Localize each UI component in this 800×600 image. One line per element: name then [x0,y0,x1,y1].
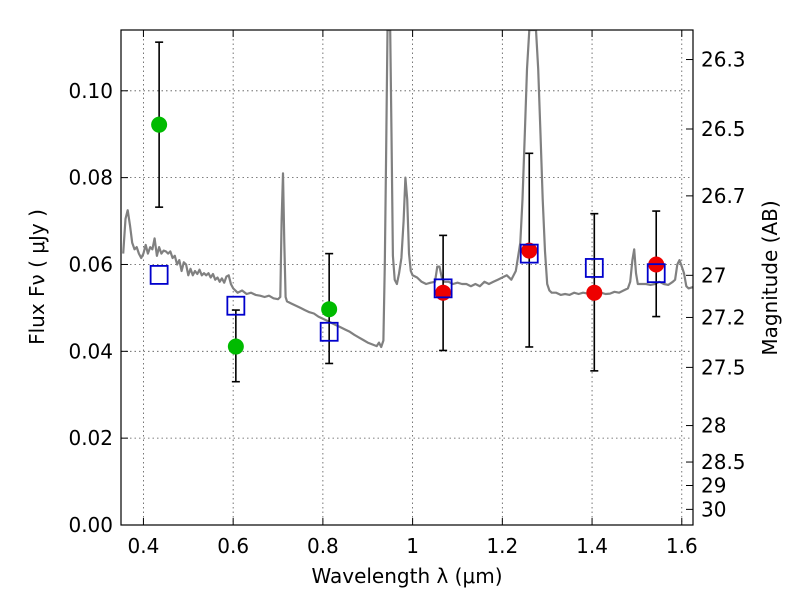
y-axis: 0.00 0.02 0.04 0.06 0.08 0.10 [68,79,128,537]
model-band-square [226,295,246,316]
y-axis-label: Flux Fν ( μJy ) [25,209,49,345]
x-axis-label: Wavelength λ (μm) [311,564,502,588]
flux-point [151,41,168,208]
series-layer [122,30,693,349]
y-tick-label: 0.00 [68,513,113,537]
x-tick-label: 0.6 [217,534,249,558]
flux-marker [586,284,603,301]
flux-marker [321,301,338,318]
y-tick-label: 0.02 [68,426,113,450]
flux-marker [435,284,452,301]
flux-point [227,309,244,383]
magnitude-tick-label: 28.5 [701,450,746,474]
magnitude-tick-label: 26.5 [701,117,746,141]
magnitude-tick-label: 29 [701,473,726,497]
y-tick-label: 0.06 [68,252,113,276]
plot-area [121,30,693,525]
magnitude-tick-label: 26.7 [701,184,746,208]
x-tick-label: 0.4 [128,534,160,558]
x-tick-label: 1.6 [666,534,698,558]
model-band-square [319,321,339,342]
magnitude-tick-label: 27.2 [701,305,746,329]
model-band-square [433,278,453,299]
y-tick-label: 0.04 [68,339,113,363]
model-spectrum-line [122,30,693,349]
y-tick-label: 0.08 [68,166,113,190]
magnitude-tick-label: 27.5 [701,355,746,379]
magnitude-tick-label: 27 [701,263,726,287]
y-tick-label: 0.10 [68,79,113,103]
x-tick-label: 1.2 [486,534,518,558]
flux-point [586,212,603,372]
flux-marker [151,116,168,133]
model-band-square [584,258,604,278]
magnitude-tick-label: 28 [701,414,726,438]
magnitude-tick-label: 30 [701,497,726,521]
model-band-square [149,264,169,285]
x-tick-label: 1 [406,534,419,558]
marker-layer [149,41,666,383]
flux-point [321,252,338,365]
plot-frame [120,29,694,526]
x-tick-label: 0.8 [307,534,339,558]
flux-marker [227,338,244,355]
x-tick-label: 1.4 [576,534,608,558]
magnitude-tick-label: 26.3 [701,48,746,72]
plot-content [122,30,693,383]
model-band-square [646,263,666,284]
model-band-square [519,243,539,264]
right-axis-label: Magnitude (AB) [758,200,782,355]
x-axis: 0.4 0.6 0.8 1 1.2 1.4 1.6 [128,30,698,558]
flux-point [521,152,538,348]
flux-marker [521,242,538,259]
